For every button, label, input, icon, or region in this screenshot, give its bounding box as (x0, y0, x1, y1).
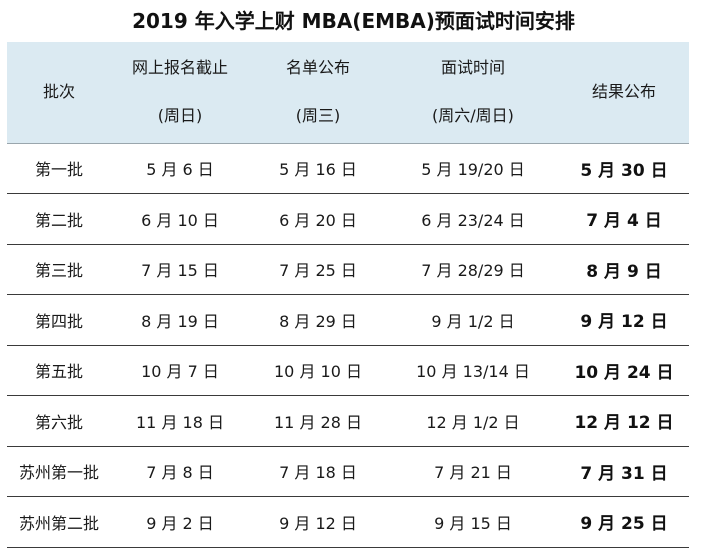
cell-interview-time: 10 月 13/14 日 (387, 345, 559, 396)
table-header: 批次 网上报名截止 (周日) 名单公布 (周三) 面试时间 (周六/周日) (7, 42, 689, 144)
cell-interview-time: 6 月 23/24 日 (387, 193, 559, 245)
header-interview-time-label: 面试时间 (440, 58, 505, 78)
header-reg-deadline-sub: (周日) (157, 106, 203, 126)
table-row: 第六批 11 月 18 日 11 月 28 日 12 月 1/2 日 12 月 … (7, 395, 689, 447)
cell-reg-deadline: 8 月 19 日 (111, 294, 249, 346)
cell-reg-deadline: 5 月 6 日 (111, 143, 249, 194)
cell-interview-time: 9 月 1/2 日 (387, 294, 559, 346)
table-row: 第五批 10 月 7 日 10 月 10 日 10 月 13/14 日 10 月… (7, 345, 689, 396)
table-row: 第四批 8 月 19 日 8 月 29 日 9 月 1/2 日 9 月 12 日 (7, 294, 689, 346)
header-list-publish: 名单公布 (周三) (249, 42, 387, 144)
header-interview-time-sub: (周六/周日) (432, 106, 514, 126)
cell-result-publish: 12 月 12 日 (559, 395, 689, 447)
cell-list-publish: 7 月 25 日 (249, 244, 387, 295)
cell-interview-time: 7 月 28/29 日 (387, 244, 559, 295)
cell-interview-time: 12 月 1/2 日 (387, 395, 559, 447)
cell-list-publish: 5 月 16 日 (249, 143, 387, 194)
header-reg-deadline-label: 网上报名截止 (131, 58, 228, 78)
cell-reg-deadline: 7 月 15 日 (111, 244, 249, 295)
cell-list-publish: 11 月 28 日 (249, 395, 387, 447)
header-row: 批次 网上报名截止 (周日) 名单公布 (周三) 面试时间 (周六/周日) (7, 42, 689, 144)
cell-reg-deadline: 6 月 10 日 (111, 193, 249, 245)
cell-batch: 苏州第一批 (7, 446, 111, 497)
cell-batch: 苏州第二批 (7, 496, 111, 548)
cell-batch: 第三批 (7, 244, 111, 295)
cell-batch: 第四批 (7, 294, 111, 346)
cell-list-publish: 7 月 18 日 (249, 446, 387, 497)
cell-list-publish: 6 月 20 日 (249, 193, 387, 245)
header-list-publish-sub: (周三) (295, 106, 341, 126)
cell-batch: 第五批 (7, 345, 111, 396)
cell-result-publish: 5 月 30 日 (559, 143, 689, 194)
cell-result-publish: 8 月 9 日 (559, 244, 689, 295)
cell-result-publish: 9 月 25 日 (559, 496, 689, 548)
cell-result-publish: 7 月 4 日 (559, 193, 689, 245)
table-body: 第一批 5 月 6 日 5 月 16 日 5 月 19/20 日 5 月 30 … (7, 143, 689, 548)
cell-reg-deadline: 9 月 2 日 (111, 496, 249, 548)
header-result-publish: 结果公布 (559, 42, 689, 144)
cell-result-publish: 9 月 12 日 (559, 294, 689, 346)
header-result-publish-label: 结果公布 (591, 82, 656, 102)
header-batch: 批次 (7, 42, 111, 144)
table-row: 第二批 6 月 10 日 6 月 20 日 6 月 23/24 日 7 月 4 … (7, 193, 689, 245)
header-interview-time: 面试时间 (周六/周日) (387, 42, 559, 144)
cell-batch: 第二批 (7, 193, 111, 245)
cell-result-publish: 10 月 24 日 (559, 345, 689, 396)
header-batch-label: 批次 (42, 82, 75, 102)
page-title: 2019 年入学上财 MBA(EMBA)预面试时间安排 (132, 9, 575, 33)
cell-batch: 第六批 (7, 395, 111, 447)
table-row: 苏州第二批 9 月 2 日 9 月 12 日 9 月 15 日 9 月 25 日 (7, 496, 689, 548)
table-row: 苏州第一批 7 月 8 日 7 月 18 日 7 月 21 日 7 月 31 日 (7, 446, 689, 497)
schedule-table: 批次 网上报名截止 (周日) 名单公布 (周三) 面试时间 (周六/周日) (7, 42, 689, 548)
cell-reg-deadline: 7 月 8 日 (111, 446, 249, 497)
cell-list-publish: 8 月 29 日 (249, 294, 387, 346)
cell-result-publish: 7 月 31 日 (559, 446, 689, 497)
cell-interview-time: 7 月 21 日 (387, 446, 559, 497)
table-row: 第三批 7 月 15 日 7 月 25 日 7 月 28/29 日 8 月 9 … (7, 244, 689, 295)
cell-list-publish: 9 月 12 日 (249, 496, 387, 548)
cell-interview-time: 9 月 15 日 (387, 496, 559, 548)
cell-list-publish: 10 月 10 日 (249, 345, 387, 396)
cell-batch: 第一批 (7, 143, 111, 194)
cell-reg-deadline: 11 月 18 日 (111, 395, 249, 447)
header-reg-deadline: 网上报名截止 (周日) (111, 42, 249, 144)
table-row: 第一批 5 月 6 日 5 月 16 日 5 月 19/20 日 5 月 30 … (7, 143, 689, 194)
cell-reg-deadline: 10 月 7 日 (111, 345, 249, 396)
cell-interview-time: 5 月 19/20 日 (387, 143, 559, 194)
header-list-publish-label: 名单公布 (285, 58, 350, 78)
